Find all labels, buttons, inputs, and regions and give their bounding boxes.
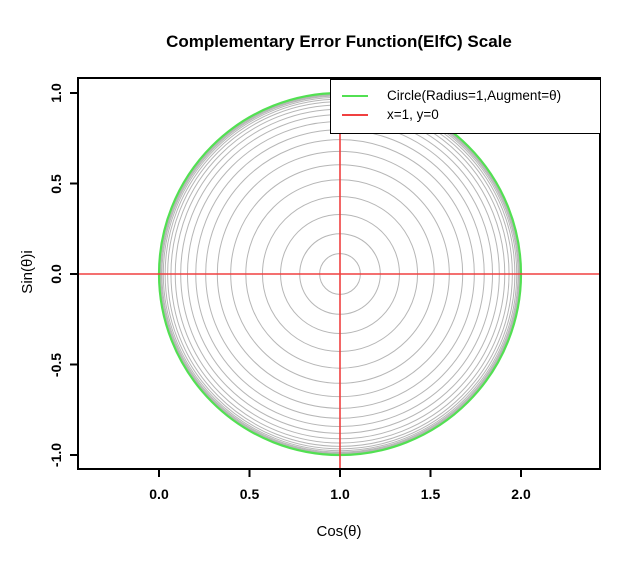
legend-entry-crosshair-label: x=1, y=0 [387, 107, 439, 122]
x-tick-label-0: 0.0 [149, 486, 169, 502]
y-tick-label-2: 0.0 [48, 264, 64, 284]
chart-title: Complementary Error Function(ElfC) Scale [166, 32, 512, 51]
x-tick-label-1: 0.5 [239, 486, 260, 502]
green-line-key-icon [342, 94, 368, 97]
legend-entry-crosshair: x=1, y=0 [331, 105, 600, 124]
legend-entry-circle-label: Circle(Radius=1,Augment=θ) [387, 88, 562, 103]
y-tick-label-3: 0.5 [48, 173, 64, 194]
red-line-key-icon [342, 113, 368, 116]
y-axis-label: Sin(θ)i [19, 250, 36, 294]
x-tick-label-4: 2.0 [511, 486, 531, 502]
y-tick-label-0: -1.0 [48, 442, 64, 468]
legend: Circle(Radius=1,Augment=θ) x=1, y=0 [330, 79, 601, 134]
legend-entry-circle: Circle(Radius=1,Augment=θ) [331, 86, 600, 105]
x-axis-label: Cos(θ) [316, 523, 362, 540]
y-tick-label-1: -0.5 [48, 352, 64, 377]
x-tick-label-2: 1.0 [330, 486, 350, 502]
y-tick-label-4: 1.0 [48, 83, 64, 103]
x-tick-label-3: 1.5 [420, 486, 441, 502]
